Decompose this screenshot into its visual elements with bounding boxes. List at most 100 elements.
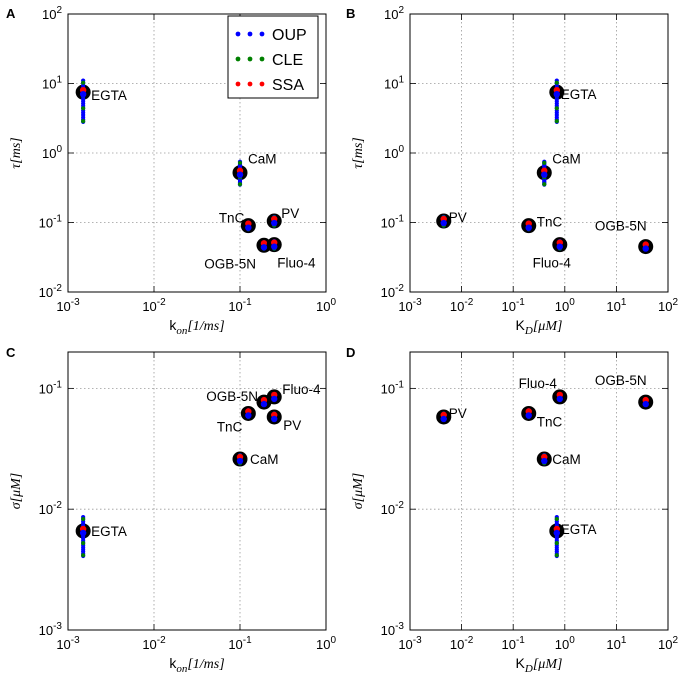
oup-estimate bbox=[79, 529, 87, 537]
y-tick-label: 10-1 bbox=[39, 214, 63, 231]
panel-d: D 10-3 10-2 10-1 100 101 102 10-3 10-2 10-1 KD[μM]… bbox=[346, 345, 678, 674]
y-tick-label: 10-3 bbox=[39, 621, 63, 638]
data-point-pv: PV bbox=[436, 406, 467, 425]
data-point-tnc: TnC bbox=[219, 211, 256, 234]
point-label-fluo-4: Fluo-4 bbox=[533, 256, 572, 271]
y-tick-label: 102 bbox=[384, 5, 404, 22]
cle-sample bbox=[554, 118, 559, 124]
x-tick-label: 100 bbox=[555, 297, 575, 314]
x-tick-label: 10-2 bbox=[142, 297, 166, 314]
x-axis-label: kon[1/ms] bbox=[169, 317, 224, 337]
legend-marker bbox=[259, 31, 265, 37]
data-point-fluo-4: Fluo-4 bbox=[533, 237, 572, 271]
x-axis-label: kon[1/ms] bbox=[169, 655, 224, 674]
cle-sample bbox=[81, 80, 86, 85]
cle-sample bbox=[81, 516, 86, 522]
point-label-tnc: TnC bbox=[219, 211, 245, 226]
oup-estimate bbox=[271, 219, 278, 227]
point-label-pv: PV bbox=[449, 210, 467, 225]
x-axis-label: KD[μM] bbox=[516, 317, 563, 337]
data-point-cam: CaM bbox=[536, 152, 581, 187]
data-point-cam: CaM bbox=[232, 152, 277, 187]
x-tick-label: 10-3 bbox=[56, 297, 80, 314]
oup-estimate bbox=[236, 457, 244, 465]
x-tick-label: 10-1 bbox=[228, 297, 252, 314]
cle-sample bbox=[554, 106, 559, 111]
oup-estimate bbox=[79, 90, 87, 98]
cle-sample bbox=[554, 541, 559, 546]
point-label-pv: PV bbox=[449, 406, 467, 421]
data-point-pv: PV bbox=[266, 409, 301, 433]
y-axis-label: τ[ms] bbox=[351, 137, 366, 168]
cle-sample bbox=[237, 160, 243, 165]
oup-estimate bbox=[440, 415, 447, 423]
x-tick-label: 100 bbox=[316, 635, 336, 652]
oup-estimate bbox=[245, 412, 252, 419]
legend-marker bbox=[235, 56, 241, 62]
cle-sample bbox=[81, 541, 86, 546]
data-point-pv: PV bbox=[436, 210, 467, 229]
x-tick-label: 10-3 bbox=[398, 635, 422, 652]
cle-sample bbox=[81, 118, 86, 124]
y-axis-label: σ[μM] bbox=[9, 473, 24, 510]
x-tick-label: 101 bbox=[606, 297, 626, 314]
oup-estimate bbox=[541, 457, 548, 465]
point-label-fluo-4: Fluo-4 bbox=[277, 256, 316, 271]
x-tick-label: 101 bbox=[606, 635, 626, 652]
point-label-cam: CaM bbox=[552, 152, 581, 167]
data-point-ogb-5n: OGB-5N bbox=[595, 219, 654, 255]
oup-estimate bbox=[556, 395, 563, 403]
cle-sample bbox=[81, 553, 86, 558]
cle-sample bbox=[554, 553, 559, 558]
x-tick-label: 10-3 bbox=[56, 635, 80, 652]
x-tick-label: 10-2 bbox=[142, 635, 166, 652]
y-axis-label: τ[ms] bbox=[9, 137, 24, 168]
data-point-fluo-4: Fluo-4 bbox=[266, 382, 321, 405]
legend-marker bbox=[235, 81, 241, 87]
data-point-egta: EGTA bbox=[75, 78, 127, 125]
oup-estimate bbox=[271, 395, 278, 403]
oup-estimate bbox=[525, 224, 532, 231]
y-tick-label: 101 bbox=[42, 75, 62, 92]
point-label-egta: EGTA bbox=[561, 522, 597, 537]
y-tick-label: 101 bbox=[384, 75, 404, 92]
y-tick-label: 10-2 bbox=[381, 283, 405, 300]
x-tick-label: 100 bbox=[316, 297, 336, 314]
x-tick-label: 102 bbox=[658, 635, 678, 652]
y-tick-label: 10-3 bbox=[381, 621, 405, 638]
legend-label-cle: CLE bbox=[272, 52, 303, 69]
data-point-ogb-5n: OGB-5N bbox=[206, 389, 272, 410]
oup-estimate bbox=[525, 412, 532, 419]
oup-estimate bbox=[541, 171, 548, 178]
panel-c: C10-3 10-2 10-1 10010-310-210-1kon[1/ms]σ[μ… bbox=[6, 345, 336, 674]
point-label-egta: EGTA bbox=[561, 87, 597, 102]
data-point-tnc: TnC bbox=[521, 405, 562, 429]
plot-frame bbox=[409, 351, 669, 631]
point-label-pv: PV bbox=[281, 206, 299, 221]
y-tick-label: 10-2 bbox=[39, 500, 63, 517]
x-tick-label: 10-2 bbox=[450, 297, 474, 314]
oup-estimate bbox=[271, 415, 278, 423]
data-point-fluo-4: Fluo-4 bbox=[519, 376, 568, 405]
x-tick-label: 10-1 bbox=[228, 635, 252, 652]
oup-estimate bbox=[556, 243, 563, 250]
cle-sample bbox=[542, 160, 547, 165]
oup-estimate bbox=[271, 243, 278, 250]
x-tick-label: 102 bbox=[658, 297, 678, 314]
point-label-egta: EGTA bbox=[91, 88, 127, 103]
x-tick-label: 10-1 bbox=[502, 297, 526, 314]
oup-estimate bbox=[236, 171, 244, 178]
cle-sample bbox=[542, 182, 547, 187]
y-tick-label: 10-1 bbox=[39, 379, 63, 396]
panel-letter: D bbox=[346, 345, 355, 360]
y-tick-label: 102 bbox=[42, 5, 62, 22]
legend-box bbox=[227, 15, 319, 99]
point-label-tnc: TnC bbox=[217, 419, 243, 434]
data-point-ogb-5n: OGB-5N bbox=[204, 237, 272, 271]
oup-estimate bbox=[245, 224, 252, 231]
point-label-fluo-4: Fluo-4 bbox=[519, 376, 558, 391]
x-axis-label: KD[μM] bbox=[516, 655, 563, 674]
point-label-ogb-5n: OGB-5N bbox=[204, 256, 256, 271]
oup-estimate bbox=[553, 529, 561, 537]
y-tick-label: 10-2 bbox=[39, 283, 63, 300]
